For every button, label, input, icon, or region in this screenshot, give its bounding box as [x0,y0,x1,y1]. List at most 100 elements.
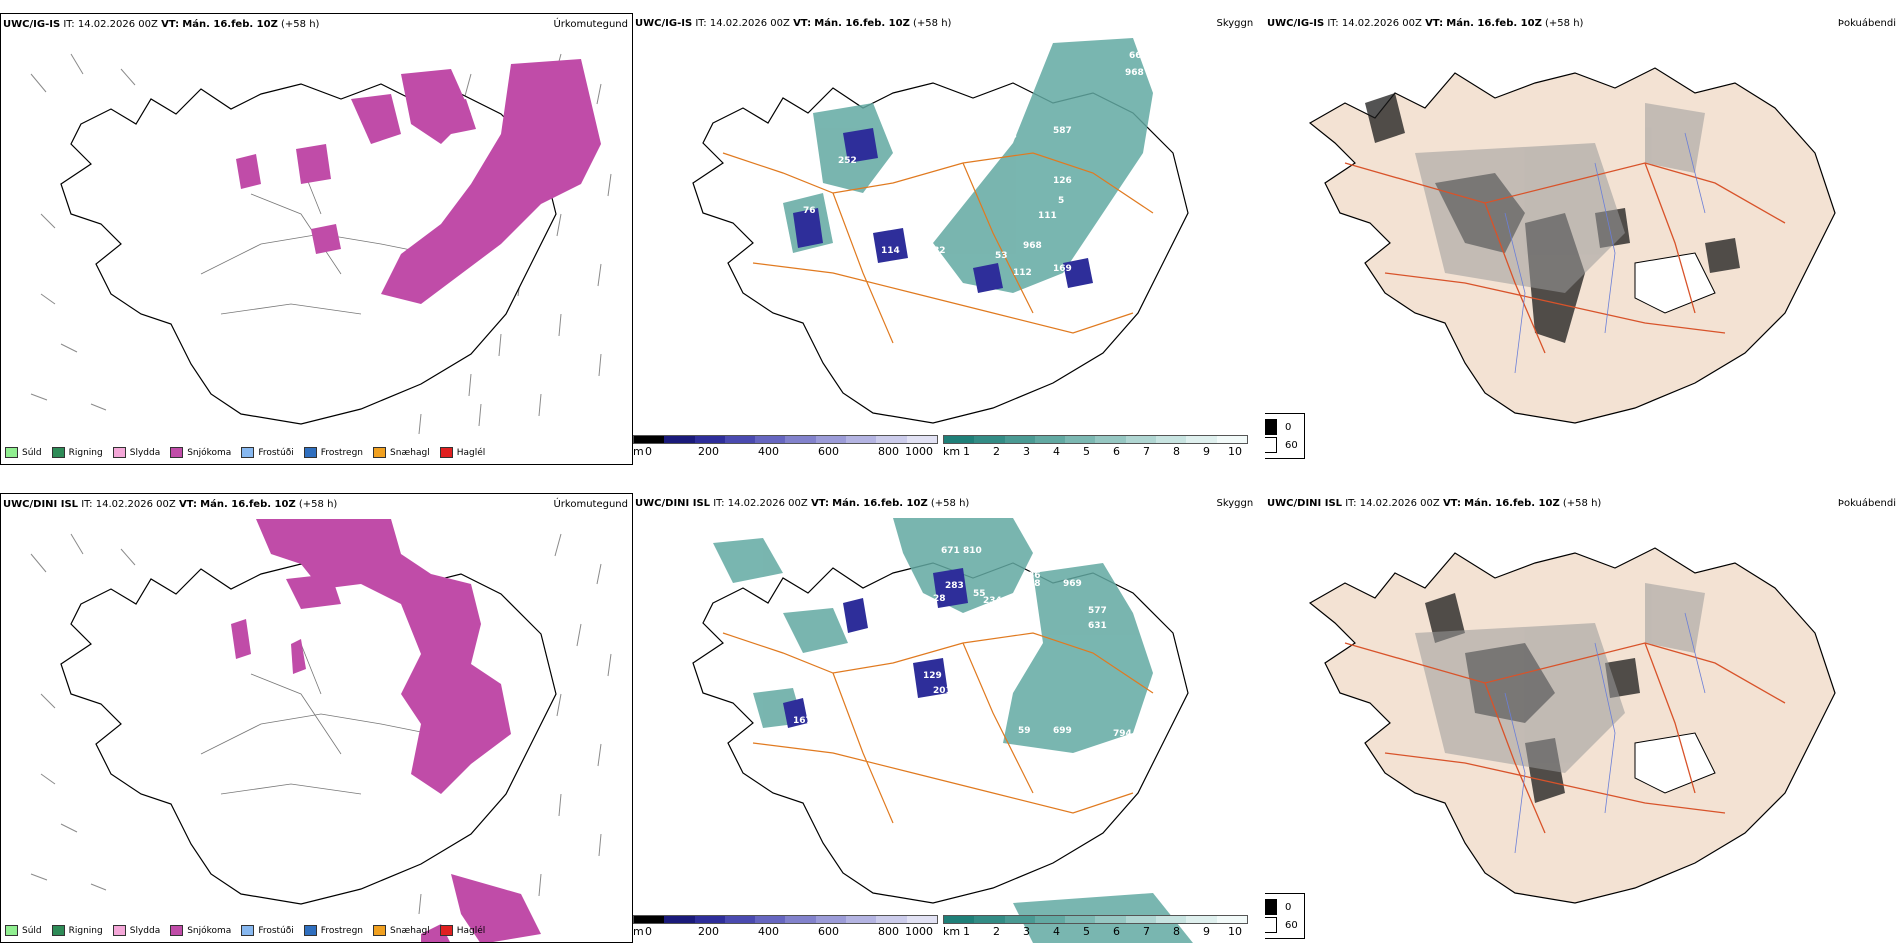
panel-fog-bottom: UWC/DINI ISL IT: 14.02.2026 00Z VT: Mán.… [1265,493,1900,943]
scale-swatch [974,436,1005,443]
vis-value-label: 201 [933,686,952,696]
scale-swatch [785,436,816,443]
vis-value-label: 969 [1063,579,1082,589]
scale-tick: 7 [1143,445,1150,458]
panel-visibility-bottom: 810 671 283 28 55 234 38 969 577 631 129… [633,493,1253,943]
scale-swatch [876,916,907,923]
scale-swatch [815,436,847,443]
panel-title: UWC/IG-IS IT: 14.02.2026 00Z VT: Mán. 16… [635,18,952,29]
legend-swatch [439,447,453,458]
panel-title: UWC/IG-IS IT: 14.02.2026 00Z VT: Mán. 16… [3,19,320,30]
scale-tick: 600 [818,925,839,938]
legend-item: Súld [5,925,42,936]
precip-legend: Súld Rigning Slydda Snjókoma Frostúði Fr… [5,925,485,936]
scale-swatch [1034,916,1066,923]
param-label: Úrkomutegund [553,19,628,30]
scale-tick: 800 [878,445,899,458]
fog-legend-row: 0 [1265,898,1298,916]
vis-value-label: 671 [941,546,960,556]
param-label: Skyggni [1216,18,1253,29]
legend-swatch [439,925,453,936]
scale-swatch [906,436,937,443]
scale-swatch [876,436,907,443]
scale-swatch [634,916,665,923]
legend-swatch [112,447,126,458]
visibility-scale-m: m 0 200 400 600 800 1000 [633,915,938,938]
fog-swatch [1265,899,1277,915]
visibility-blue-areas [793,128,1093,293]
scale-swatch [1004,916,1035,923]
scale-bar-km [943,915,1248,924]
legend-item: Haglél [439,447,485,458]
scale-unit: m [633,445,644,458]
scale-swatch [1125,916,1157,923]
scale-ticks-km: km 1 2 3 4 5 6 7 8 9 10 [943,444,1248,458]
snow-areas [236,59,601,304]
scale-tick: 1000 [905,445,933,458]
scale-swatch [1095,916,1126,923]
param-label: Þokuábendi [1837,18,1896,29]
vis-value-label: 62 [863,206,876,216]
scale-swatch [1125,436,1157,443]
fog-legend-row: 60 [1265,916,1298,934]
scale-swatch [724,436,756,443]
panel-precip-type-top: UWC/IG-IS IT: 14.02.2026 00Z VT: Mán. 16… [0,13,633,465]
vis-value-label: 810 [963,546,982,556]
panel-title: UWC/DINI ISL IT: 14.02.2026 00Z VT: Mán.… [635,498,970,509]
scale-tick: 5 [1083,445,1090,458]
scale-swatch [1065,916,1096,923]
scale-tick: 6 [1113,925,1120,938]
scale-swatch [694,916,725,923]
legend-swatch [51,447,65,458]
scale-tick: 6 [1113,445,1120,458]
scale-tick: 0 [645,445,652,458]
scale-unit: m [633,925,644,938]
scale-tick: 10 [1228,925,1242,938]
scale-tick: 2 [993,445,1000,458]
scale-tick: 1 [963,925,970,938]
panel-title: UWC/IG-IS IT: 14.02.2026 00Z VT: Mán. 16… [1267,18,1584,29]
scale-tick: 3 [1023,925,1030,938]
vis-value-label: 55 [973,589,986,599]
scale-swatch [1065,436,1096,443]
precip-legend: Súld Rigning Slydda Snjókoma Frostúði Fr… [5,447,485,458]
snow-areas [231,519,541,942]
scale-tick: 7 [1143,925,1150,938]
legend-swatch [51,925,65,936]
vis-value-label: 968 [1023,241,1042,251]
roads [722,632,1154,824]
vis-value-label: 86 [1028,571,1041,581]
vis-value-label: 53 [995,251,1008,261]
scale-swatch [944,916,975,923]
legend-item: Snjókoma [170,447,231,458]
vis-value-label: 59 [1018,726,1031,736]
legend-swatch [303,447,317,458]
legend-item: Snjókoma [170,925,231,936]
visibility-value-labels: 810 671 283 28 55 234 38 969 577 631 129… [793,546,1132,739]
fog-swatch [1265,437,1277,453]
visibility-blue-areas [783,568,968,728]
fog-map-top [1308,67,1836,424]
vis-value-label: 5 [1058,196,1064,206]
vis-value-label: 167 [793,716,812,726]
fog-map-bottom [1308,547,1836,904]
scale-swatch [1156,436,1187,443]
roads [722,152,1154,344]
vis-value-label: 577 [1088,606,1107,616]
roads [1344,162,1786,354]
scale-swatch [1186,916,1217,923]
scale-swatch [1216,436,1247,443]
legend-item: Snæhagl [373,925,430,936]
panel-fog-top: UWC/IG-IS IT: 14.02.2026 00Z VT: Mán. 16… [1265,13,1900,465]
legend-swatch [170,447,184,458]
scale-ticks-km: km 1 2 3 4 5 6 7 8 9 10 [943,924,1248,938]
scale-tick: 5 [1083,925,1090,938]
fog-swatch [1265,917,1277,933]
scale-tick: 200 [698,925,719,938]
rivers [1504,132,1706,374]
scale-tick: 9 [1203,445,1210,458]
panel-title: UWC/DINI ISL IT: 14.02.2026 00Z VT: Mán.… [3,499,338,510]
scale-tick: 9 [1203,925,1210,938]
param-label: Þokuábendi [1837,498,1896,509]
scale-ticks-m: m 0 200 400 600 800 1000 [633,924,938,938]
